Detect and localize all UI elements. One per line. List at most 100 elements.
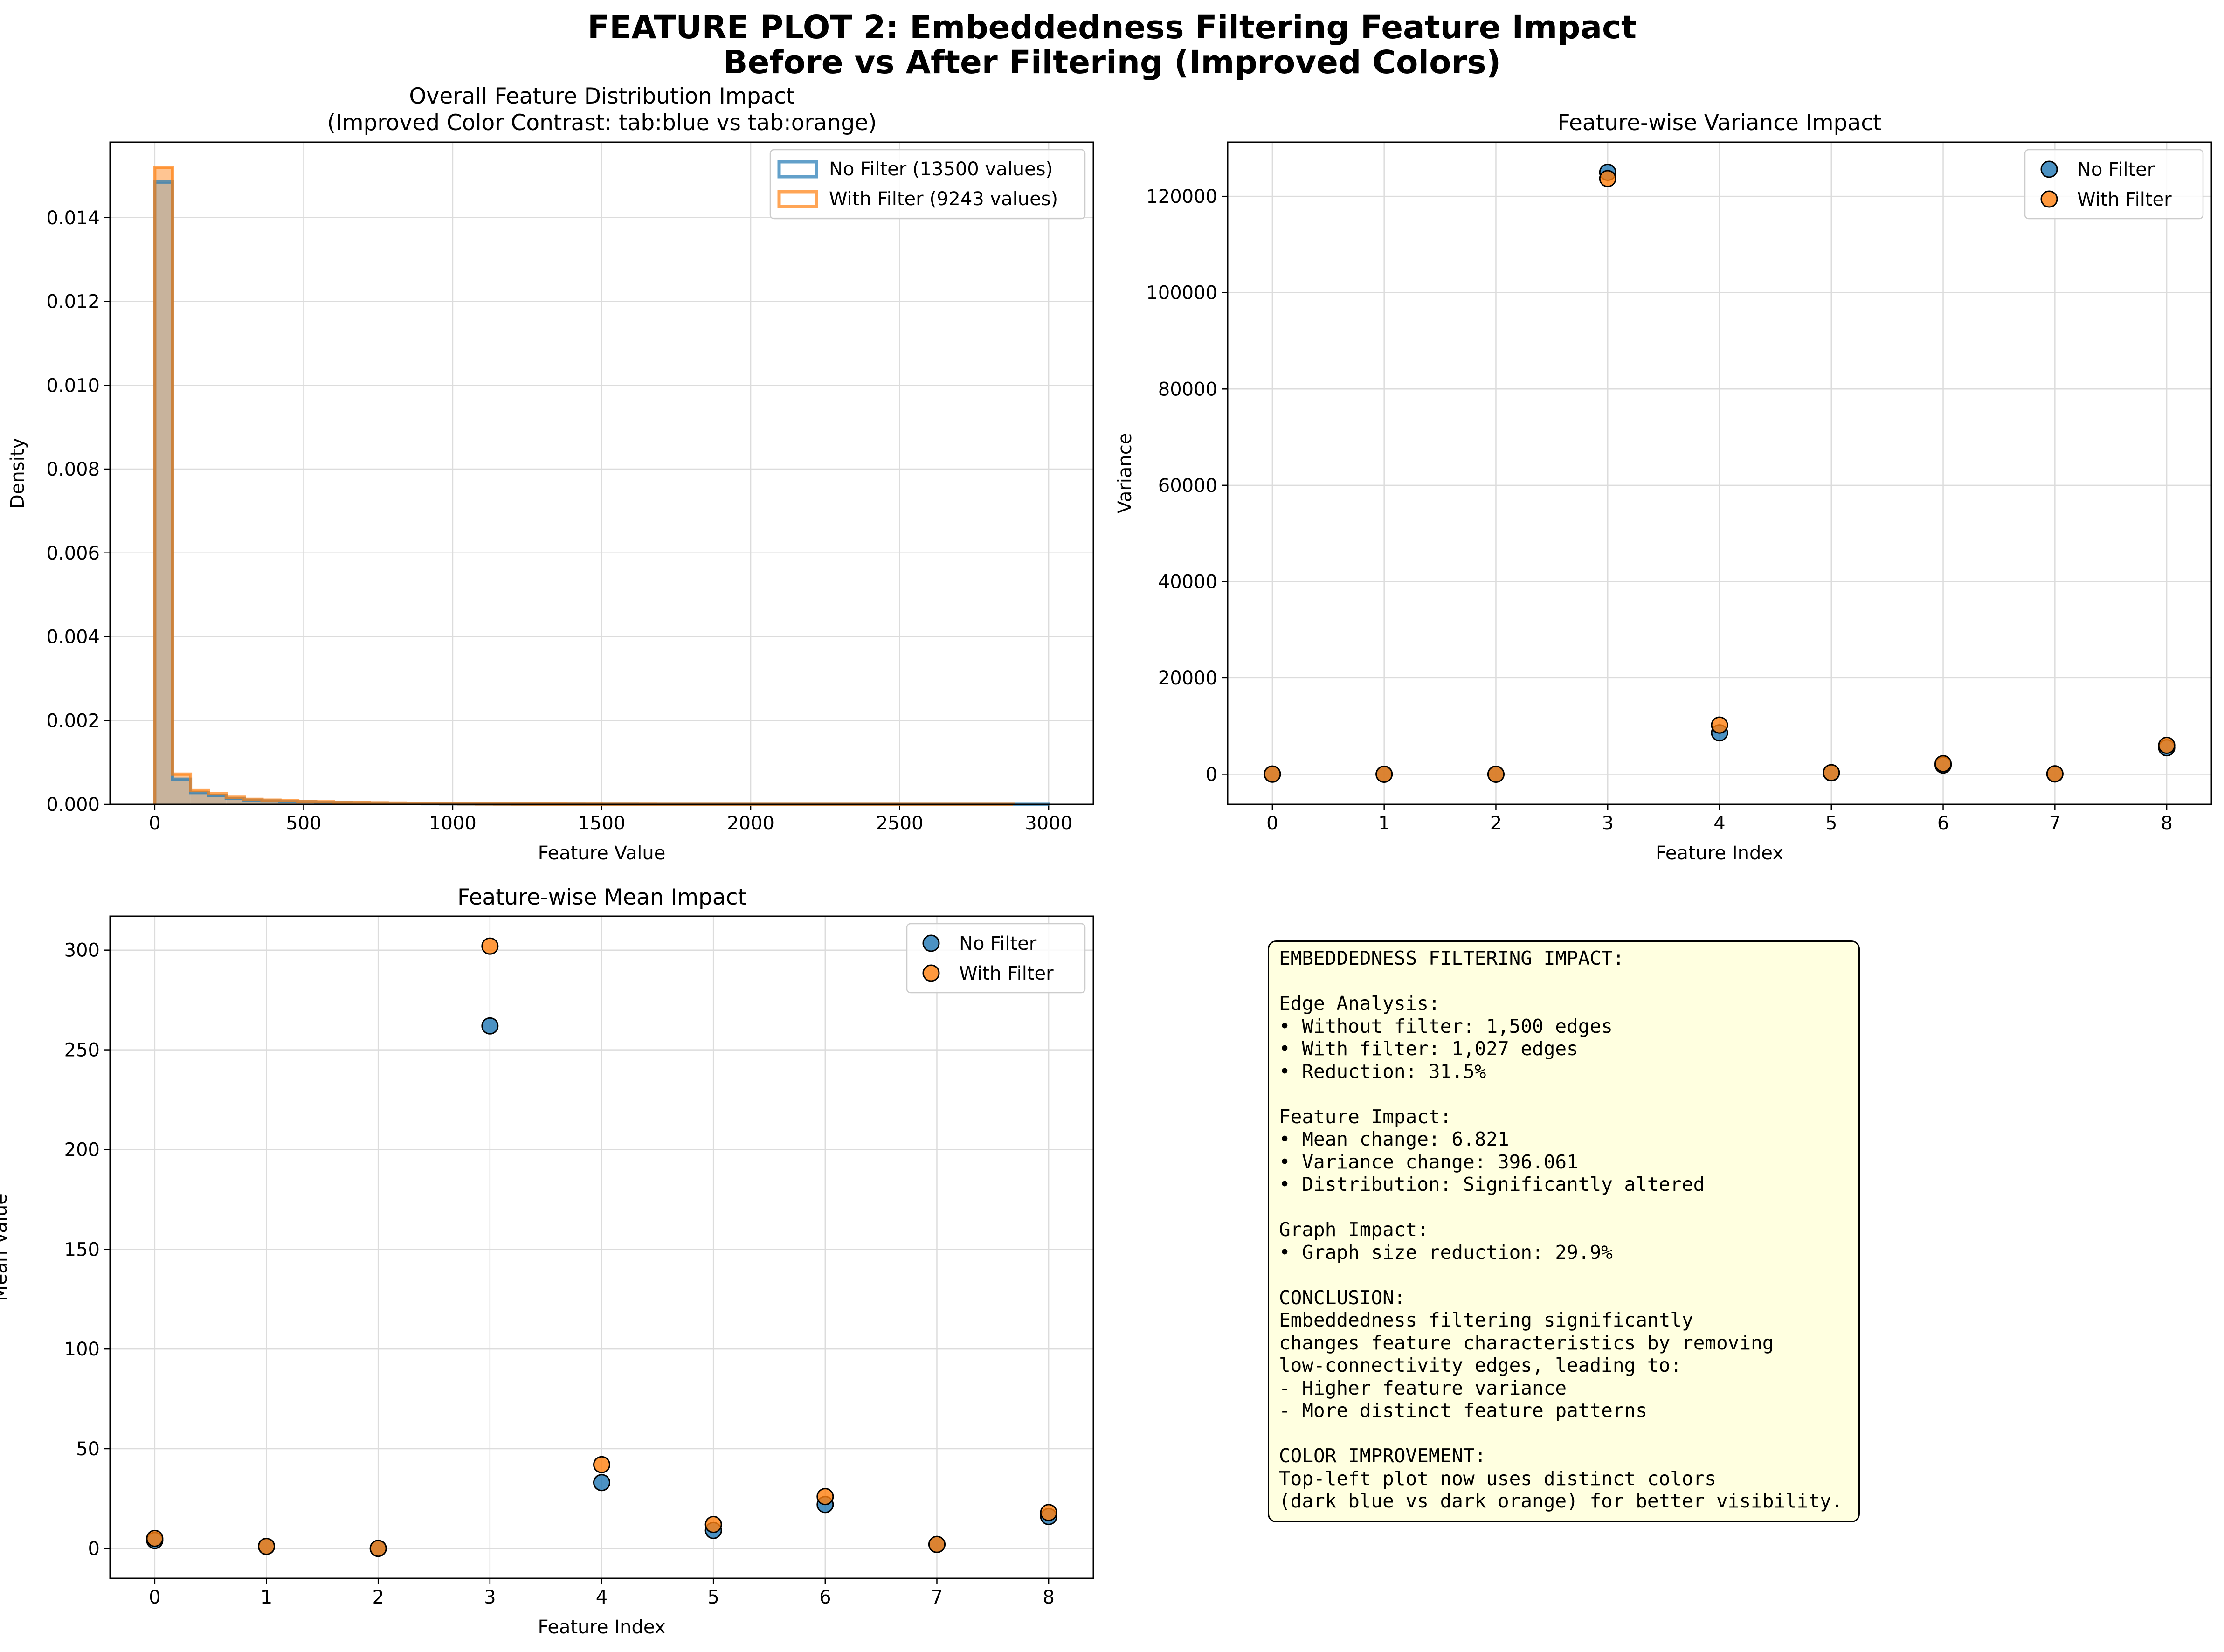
figure-title-line1: FEATURE PLOT 2: Embeddedness Filtering F… — [587, 9, 1637, 46]
legend-marker-no-filter — [922, 934, 940, 952]
x-tick-label: 1 — [1378, 813, 1390, 834]
x-tick-label: 1500 — [578, 813, 626, 834]
scatter-point-with-filter — [1823, 764, 1840, 781]
x-tick-label: 7 — [2049, 813, 2061, 834]
textbox-line — [1279, 1264, 1858, 1286]
legend-marker-no-filter — [2040, 160, 2058, 178]
y-tick-label: 50 — [76, 1438, 100, 1460]
textbox-line: • Graph size reduction: 29.9% — [1279, 1241, 1613, 1264]
histogram-bar-overlap — [262, 801, 280, 804]
x-tick-label: 500 — [286, 813, 321, 834]
legend-marker-with-filter — [922, 964, 940, 982]
y-tick-label: 300 — [64, 940, 100, 961]
mean-panel: Feature-wise Mean Impact 0 1 2 3 4 5 6 7 8 0 50 100… — [0, 885, 1094, 1638]
x-tick-label: 7 — [931, 1587, 943, 1608]
y-axis-label: Density — [7, 438, 28, 509]
y-tick-label: 0.012 — [46, 291, 100, 313]
figure-title-line2: Before vs After Filtering (Improved Colo… — [723, 44, 1501, 81]
textbox-line: Top-left plot now uses distinct colors — [1279, 1467, 1716, 1490]
y-tick-label: 0 — [1206, 764, 1217, 785]
scatter-point-with-filter — [258, 1538, 276, 1555]
scatter-point-with-filter — [146, 1529, 164, 1547]
histogram-bar-excess — [173, 774, 191, 780]
scatter-point-with-filter — [928, 1535, 946, 1553]
x-tick-label: 6 — [1937, 813, 1949, 834]
mean-title: Feature-wise Mean Impact — [457, 885, 746, 910]
textbox-line: changes feature characteristics by remov… — [1279, 1331, 1774, 1354]
y-tick-label: 20000 — [1158, 668, 1217, 689]
x-tick-label: 6 — [819, 1587, 831, 1608]
textbox-line: (dark blue vs dark orange) for better vi… — [1279, 1490, 1843, 1512]
legend-frame — [769, 149, 1086, 220]
scatter-point-with-filter — [593, 1456, 610, 1473]
x-tick-label: 5 — [707, 1587, 719, 1608]
textbox-line: • Reduction: 31.5% — [1279, 1060, 1486, 1083]
histogram-bar-overlap — [154, 182, 173, 804]
histogram-panel: Overall Feature Distribution Impact (Imp… — [7, 83, 1094, 864]
scatter-point-no-filter — [481, 1017, 499, 1035]
summary-textbox: EMBEDDEDNESS FILTERING IMPACT: Edge Analy… — [1268, 940, 1860, 1522]
y-tick-label: 0.010 — [46, 375, 100, 396]
y-tick-label: 150 — [64, 1239, 100, 1260]
x-tick-label: 5 — [1825, 813, 1837, 834]
legend-label-no-filter: No Filter (13500 values) — [829, 159, 1053, 180]
y-axis-label: Variance — [1114, 433, 1136, 514]
textbox-line: - More distinct feature patterns — [1279, 1399, 1647, 1422]
x-tick-label: 0 — [149, 1587, 160, 1608]
y-tick-label: 40000 — [1158, 571, 1217, 593]
textbox-line: • Mean change: 6.821 — [1279, 1128, 1509, 1150]
y-tick-label: 0.004 — [46, 627, 100, 648]
legend-label-with-filter: With Filter — [2077, 189, 2172, 210]
legend-label-with-filter: With Filter (9243 values) — [829, 188, 1058, 210]
histogram-title-line1: Overall Feature Distribution Impact — [409, 83, 794, 109]
histogram-bar-excess — [154, 167, 173, 182]
y-tick-label: 0.014 — [46, 207, 100, 229]
x-tick-label: 3000 — [1025, 813, 1072, 834]
y-tick-label: 60000 — [1158, 475, 1217, 497]
scatter-point-with-filter — [1599, 170, 1616, 187]
textbox-line: • Variance change: 396.061 — [1279, 1150, 1578, 1173]
histogram-title-line2: (Improved Color Contrast: tab:blue vs ta… — [327, 110, 877, 136]
y-tick-label: 0.000 — [46, 794, 100, 816]
scatter-point-with-filter — [1264, 765, 1281, 783]
x-axis-label: Feature Index — [538, 1617, 666, 1638]
scatter-point-with-filter — [1934, 755, 1952, 773]
legend-frame — [2024, 149, 2204, 220]
scatter-point-with-filter — [816, 1488, 834, 1506]
x-tick-label: 4 — [1713, 813, 1725, 834]
scatter-point-with-filter — [481, 937, 499, 955]
scatter-point-with-filter — [369, 1540, 387, 1557]
textbox-line: low-connectivity edges, leading to: — [1279, 1354, 1682, 1376]
scatter-point-with-filter — [704, 1516, 722, 1534]
textbox-line: Feature Impact: — [1279, 1105, 1452, 1128]
x-axis-label: Feature Value — [538, 843, 666, 864]
legend-frame — [906, 923, 1086, 994]
histogram-step-with-filter — [153, 166, 1015, 806]
y-tick-label: 200 — [64, 1139, 100, 1161]
textbox-line: • Without filter: 1,500 edges — [1279, 1015, 1613, 1037]
textbox-line: COLOR IMPROVEMENT: — [1279, 1445, 1486, 1467]
textbox-line: CONCLUSION: — [1279, 1286, 1406, 1309]
x-tick-label: 1000 — [429, 813, 477, 834]
x-tick-label: 1 — [261, 1587, 272, 1608]
histogram-bar-overlap — [190, 792, 208, 804]
y-tick-label: 120000 — [1146, 186, 1217, 207]
histogram-legend: No Filter (13500 values) With Filter (924… — [769, 149, 1086, 220]
scatter-point-with-filter — [1487, 765, 1505, 783]
y-axis-label: Mean Value — [0, 1193, 11, 1301]
textbox-line: Embeddedness filtering significantly — [1279, 1309, 1693, 1331]
variance-panel: Feature-wise Variance Impact 0 1 2 3 4 5 6 7 8 0 2… — [1114, 110, 2212, 864]
x-tick-label: 3 — [1602, 813, 1614, 834]
x-tick-label: 3 — [484, 1587, 496, 1608]
textbox-line: - Higher feature variance — [1279, 1376, 1567, 1399]
x-tick-label: 0 — [1266, 813, 1278, 834]
x-tick-label: 4 — [596, 1587, 608, 1608]
textbox-line: • Distribution: Significantly altered — [1279, 1173, 1705, 1196]
variance-legend: No Filter With Filter — [2024, 149, 2204, 220]
scatter-point-with-filter — [2046, 765, 2064, 783]
scatter-point-with-filter — [1711, 716, 1728, 734]
x-tick-label: 0 — [149, 813, 160, 834]
scatter-point-with-filter — [1375, 765, 1393, 783]
mean-axes-frame — [109, 915, 1094, 1579]
